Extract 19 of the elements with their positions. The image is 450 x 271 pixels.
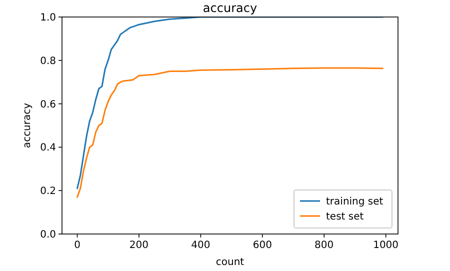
chart-title: accuracy — [202, 1, 258, 15]
legend-label: test set — [326, 212, 364, 222]
x-tick-label: 200 — [129, 240, 149, 251]
y-tick-label: 0.6 — [40, 99, 56, 110]
line-series — [76, 17, 384, 190]
legend-label: training set — [326, 196, 384, 208]
x-axis-title: count — [216, 257, 244, 268]
x-tick-label: 1000 — [373, 240, 399, 251]
x-tick-label: 0 — [74, 240, 80, 251]
x-tick-label: 400 — [191, 240, 210, 251]
y-tick-label: 0.8 — [40, 56, 56, 67]
line-series — [76, 67, 384, 198]
y-tick-label: 1.0 — [40, 12, 56, 24]
y-tick-label: 0.2 — [40, 186, 56, 198]
x-tick-label: 800 — [314, 240, 334, 251]
y-tick-label: 0.4 — [40, 142, 56, 154]
y-tick-label: 0.0 — [40, 230, 56, 240]
x-tick-label: 600 — [252, 240, 272, 251]
y-axis-title: accuracy — [22, 102, 33, 148]
